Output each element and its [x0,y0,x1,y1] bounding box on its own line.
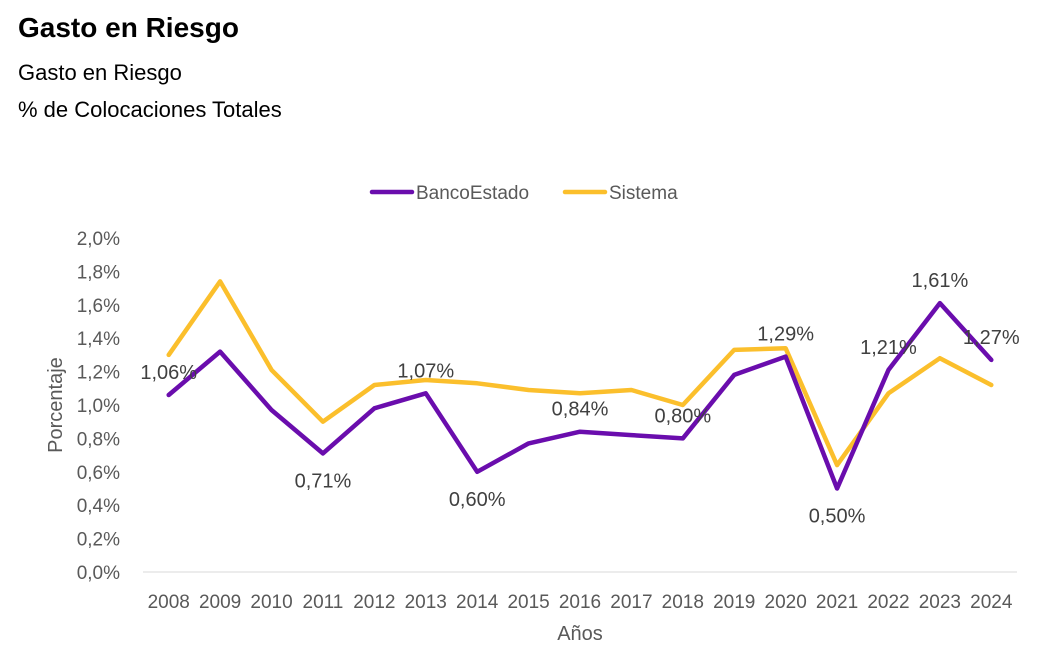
x-tick-label: 2023 [919,592,961,613]
x-axis-title: Años [557,623,603,645]
legend-label-sistema: Sistema [609,183,678,204]
data-label: 0,60% [449,489,506,511]
y-tick-label: 0,0% [77,563,120,584]
data-label: 0,50% [809,506,866,528]
y-tick-label: 0,4% [77,496,120,517]
data-label: 1,29% [757,324,814,346]
series-line-sistema [166,279,994,468]
x-tick-label: 2016 [559,592,601,613]
y-tick-label: 1,2% [77,363,120,384]
chart-units-subtitle: % de Colocaciones Totales [18,97,282,122]
y-tick-label: 1,8% [77,262,120,283]
x-tick-label: 2015 [507,592,549,613]
y-tick-label: 1,4% [77,329,120,350]
x-tick-label: 2010 [250,592,292,613]
data-label: 1,27% [963,327,1020,349]
data-label: 1,61% [912,270,969,292]
y-tick-label: 1,0% [77,396,120,417]
x-tick-label: 2012 [353,592,395,613]
page-title: Gasto en Riesgo [18,12,239,43]
x-tick-label: 2024 [970,592,1013,613]
data-label: 1,07% [397,360,454,382]
x-tick-label: 2022 [867,592,909,613]
chart-subtitle: Gasto en Riesgo [18,60,182,85]
y-tick-label: 2,0% [77,229,120,250]
series-line-bancoestado [166,300,994,491]
data-label: 0,71% [295,470,352,492]
y-tick-label: 0,6% [77,463,120,484]
y-axis-title: Porcentaje [45,357,67,453]
x-tick-label: 2017 [610,592,652,613]
x-tick-label: 2011 [303,592,344,613]
data-label: 1,06% [140,362,197,384]
x-tick-label: 2013 [405,592,447,613]
x-tick-label: 2019 [713,592,755,613]
legend-label-bancoestado: BancoEstado [416,183,529,204]
data-label: 1,21% [860,337,917,359]
x-tick-label: 2018 [662,592,704,613]
data-label: 0,80% [654,405,711,427]
y-tick-label: 1,6% [77,296,120,317]
x-tick-label: 2020 [765,592,807,613]
y-tick-label: 0,2% [77,530,120,551]
y-tick-label: 0,8% [77,429,120,450]
x-tick-label: 2021 [816,592,858,613]
data-label: 0,84% [552,399,609,421]
x-tick-label: 2008 [148,592,190,613]
x-tick-label: 2014 [456,592,499,613]
x-tick-label: 2009 [199,592,241,613]
